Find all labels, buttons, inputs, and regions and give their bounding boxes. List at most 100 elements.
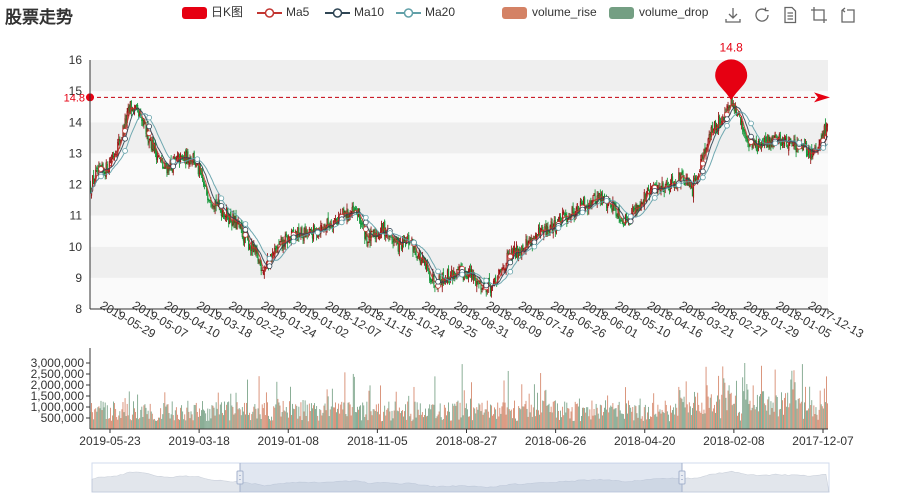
ma20-point xyxy=(555,225,562,231)
volume-bar xyxy=(770,401,772,429)
refresh-icon[interactable] xyxy=(753,6,771,24)
volume-bar xyxy=(352,373,354,429)
volume-bar xyxy=(229,420,231,429)
ma10-point xyxy=(651,187,658,194)
volume-bar xyxy=(735,380,737,429)
volume-bar xyxy=(747,389,749,429)
zoom-icon[interactable] xyxy=(810,6,828,24)
candle-body xyxy=(494,278,496,282)
volume-bar xyxy=(213,407,215,429)
volume-bar xyxy=(451,420,453,429)
candle-body xyxy=(482,284,484,290)
volume-bar xyxy=(394,401,396,429)
zoom-handle-right[interactable] xyxy=(678,470,686,485)
volume-bar xyxy=(699,411,701,429)
volume-bar xyxy=(239,409,241,429)
volume-x-tick-label: 2019-01-08 xyxy=(258,434,320,448)
volume-bar xyxy=(594,415,596,429)
volume-bar xyxy=(818,409,820,429)
volume-bar xyxy=(242,411,244,429)
volume-bar xyxy=(340,404,342,429)
volume-bar xyxy=(144,404,146,429)
candle-body xyxy=(249,247,251,249)
volume-bar xyxy=(111,420,112,429)
candle-body xyxy=(728,106,730,110)
volume-bar xyxy=(399,413,401,429)
volume-bar xyxy=(629,405,631,429)
price-tick-label: 11 xyxy=(70,209,83,223)
zoom-reset-icon[interactable] xyxy=(838,6,856,24)
volume-bar xyxy=(99,408,101,429)
candle-body xyxy=(248,236,250,250)
volume-bar xyxy=(702,413,704,429)
volume-bar xyxy=(101,410,103,429)
volume-bar xyxy=(96,411,98,429)
zoom-handle-left[interactable] xyxy=(236,470,244,485)
candle-body xyxy=(693,177,696,180)
candle-body xyxy=(393,239,395,243)
volume-bar xyxy=(655,413,657,429)
volume-bar xyxy=(618,401,620,429)
volume-bar xyxy=(190,411,192,429)
volume-bar xyxy=(165,406,167,429)
volume-bar xyxy=(412,419,414,429)
candle-body xyxy=(148,141,150,144)
volume-bar xyxy=(373,409,375,429)
candle-body xyxy=(415,251,417,256)
candle-body xyxy=(526,240,528,245)
volume-bar xyxy=(256,418,258,429)
volume-y-tick-label: 1,500,000 xyxy=(31,389,85,403)
volume-bar xyxy=(163,403,165,429)
candle-body xyxy=(611,208,613,211)
volume-bar xyxy=(524,404,526,429)
candle-body xyxy=(748,143,750,148)
volume-bar xyxy=(615,408,617,429)
volume-bar xyxy=(637,417,639,429)
mark-line: 14.8 xyxy=(64,92,830,104)
volume-bar xyxy=(620,413,622,429)
zoom-preview-area xyxy=(91,470,830,493)
volume-bar xyxy=(455,405,457,429)
candle-body xyxy=(711,125,713,133)
volume-bar xyxy=(386,409,388,429)
volume-bar xyxy=(156,420,157,429)
volume-bar xyxy=(278,402,280,429)
candle-body xyxy=(304,226,306,237)
volume-bar xyxy=(657,404,659,429)
volume-bar xyxy=(364,416,366,429)
volume-bar xyxy=(734,395,736,429)
volume-bar xyxy=(235,392,237,429)
candle-body xyxy=(391,237,393,240)
volume-bar xyxy=(537,392,538,429)
volume-bar xyxy=(591,400,593,429)
volume-bar xyxy=(145,407,147,429)
download-icon[interactable] xyxy=(724,6,742,24)
volume-bar xyxy=(688,402,690,429)
volume-bar xyxy=(222,412,223,429)
volume-bar xyxy=(465,403,467,429)
volume-bar xyxy=(746,384,748,429)
candle-body xyxy=(593,193,595,197)
volume-bar xyxy=(529,412,531,429)
candle-body xyxy=(566,217,568,223)
volume-bar xyxy=(468,416,469,429)
volume-bar xyxy=(411,421,413,429)
volume-bar xyxy=(279,405,281,429)
data-zoom-slider[interactable] xyxy=(91,462,830,493)
volume-bar xyxy=(560,410,561,429)
candle-body xyxy=(327,217,329,225)
data-view-icon[interactable] xyxy=(781,6,799,24)
volume-bar xyxy=(487,411,489,429)
volume-bar xyxy=(397,411,399,429)
candle-body xyxy=(361,223,363,225)
volume-bar xyxy=(795,400,797,429)
volume-bar xyxy=(581,415,582,429)
candle-body xyxy=(365,233,367,237)
volume-bar xyxy=(595,403,597,429)
volume-bar xyxy=(197,416,199,429)
candle-body xyxy=(207,194,209,200)
ma20-point xyxy=(170,158,177,165)
candle-body xyxy=(544,226,546,229)
candle-body xyxy=(551,222,553,233)
